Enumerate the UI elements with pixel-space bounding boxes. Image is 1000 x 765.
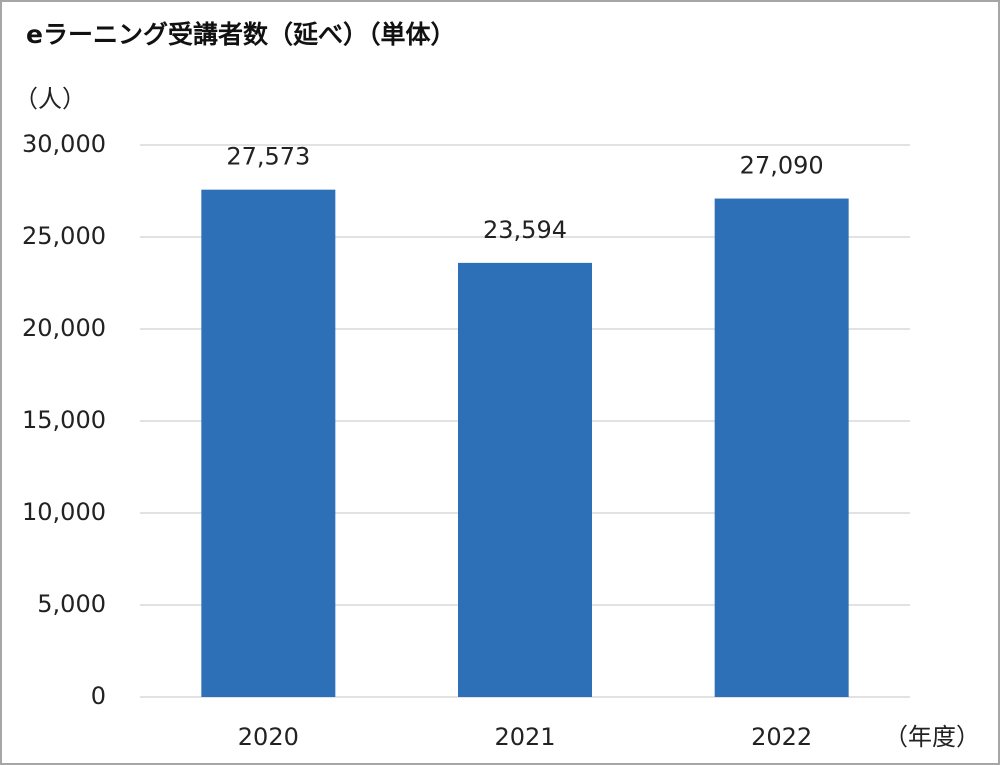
- data-label: 27,090: [740, 152, 824, 180]
- bar: [201, 189, 336, 697]
- y-axis-label: （人）: [14, 85, 86, 113]
- data-label: 23,594: [483, 216, 567, 244]
- chart-title: eラーニング受講者数（延べ）（単体）: [26, 20, 455, 49]
- y-tick-label: 5,000: [37, 590, 106, 618]
- bar: [458, 262, 592, 697]
- y-tick-label: 10,000: [22, 498, 106, 526]
- x-axis-label: （年度）: [884, 723, 980, 751]
- y-tick-label: 20,000: [22, 314, 106, 342]
- x-tick-label: 2021: [494, 723, 555, 751]
- x-tick-label: 2020: [238, 723, 299, 751]
- y-tick-label: 30,000: [22, 130, 106, 158]
- data-label: 27,573: [226, 143, 310, 171]
- y-tick-label: 0: [91, 682, 106, 710]
- y-tick-label: 15,000: [22, 406, 106, 434]
- y-tick-label: 25,000: [22, 222, 106, 250]
- bar: [714, 198, 849, 697]
- x-tick-label: 2022: [751, 723, 812, 751]
